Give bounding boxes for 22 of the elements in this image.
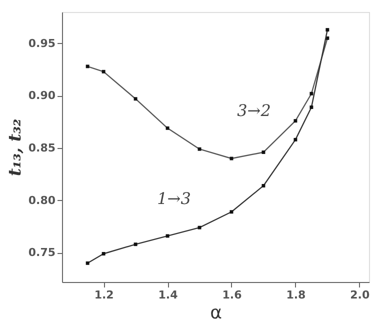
x-axis-title: α (210, 302, 222, 324)
x-tick-label: 1.4 (158, 288, 178, 302)
point (134, 242, 138, 246)
x-tick-label: 1.2 (94, 288, 114, 302)
y-tick-label: 0.75 (28, 246, 56, 260)
x-tick-label: 1.8 (286, 288, 306, 302)
y-axis-title: t₁₃, t₃₂ (5, 118, 26, 176)
point (166, 234, 170, 238)
y-tick-label: 0.85 (28, 142, 56, 155)
point (326, 28, 330, 32)
point (102, 252, 106, 256)
annotation: 1→3 (157, 189, 191, 208)
x-tick-label: 1.6 (222, 288, 242, 302)
annotation: 3→2 (237, 101, 271, 120)
point (310, 106, 314, 109)
y-tick-label: 0.80 (28, 194, 56, 207)
y-tick-label: 0.95 (28, 36, 56, 50)
point (262, 184, 266, 188)
y-tick-label: 0.90 (28, 89, 56, 102)
point (294, 138, 298, 142)
point (86, 261, 90, 265)
x-tick-label: 2.0 (350, 288, 370, 302)
